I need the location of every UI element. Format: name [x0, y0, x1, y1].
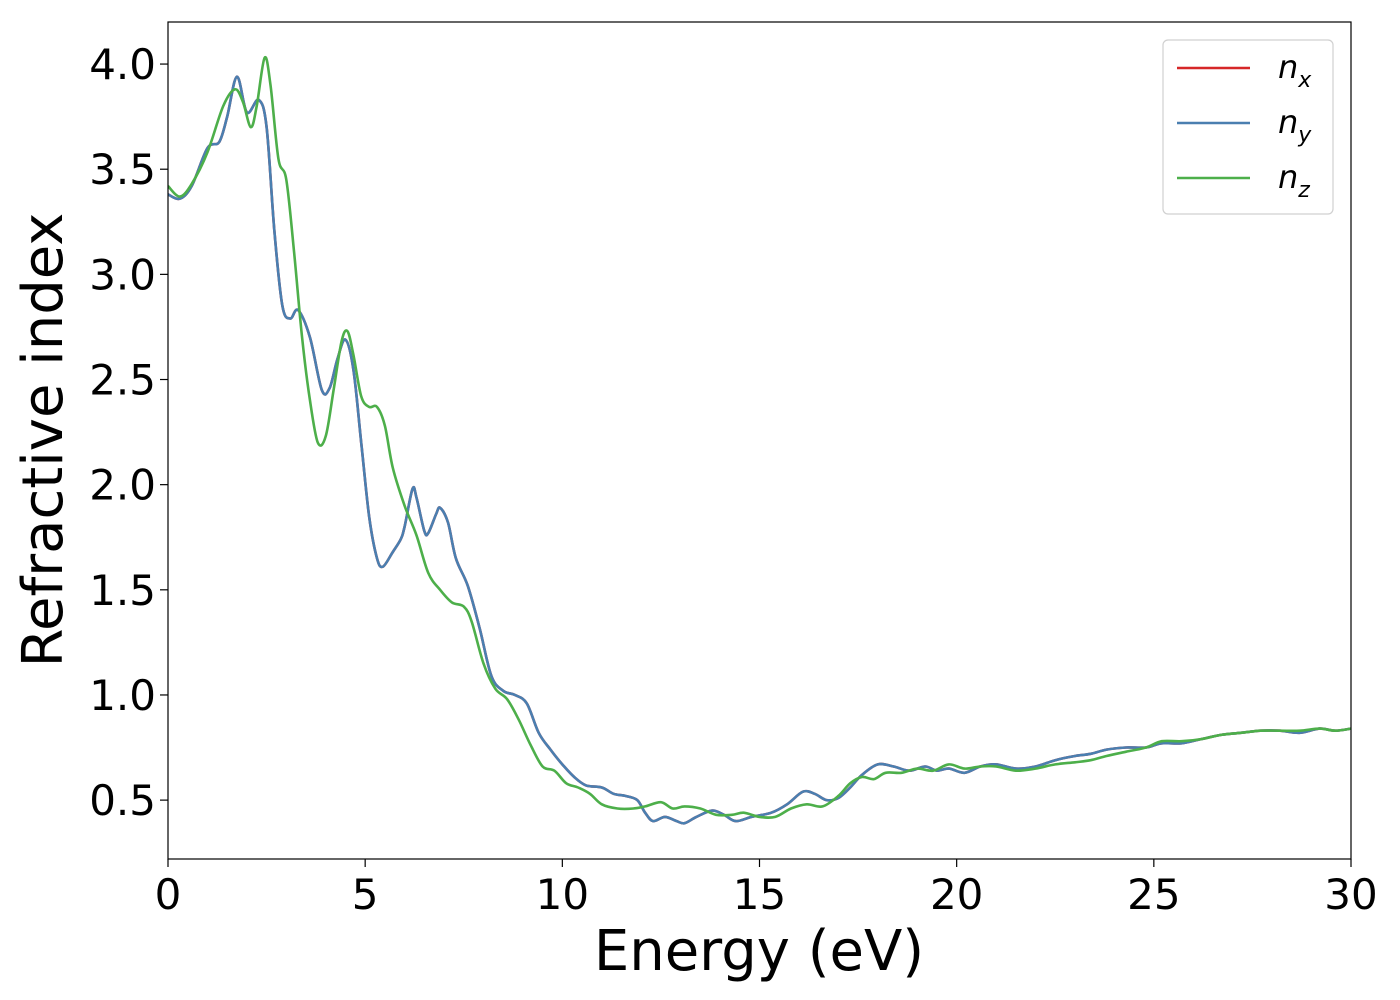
- legend-label-subscript: x: [1297, 68, 1312, 93]
- x-axis-ticks: 0 5 10 15 20 25 30: [155, 859, 1378, 919]
- y-axis-ticks: 0.5 1.0 1.5 2.0 2.5 3.0 3.5 4.0: [89, 40, 168, 825]
- x-tick-label: 10: [536, 870, 589, 919]
- x-tick-label: 30: [1324, 870, 1377, 919]
- y-tick-label: 4.0: [89, 40, 156, 89]
- y-axis-label: Refractive index: [11, 213, 76, 668]
- y-tick-label: 1.0: [89, 671, 156, 720]
- series-line-z: [168, 55, 1351, 819]
- x-tick-label: 20: [930, 870, 983, 919]
- legend-label-y: ny: [1278, 103, 1312, 148]
- legend-label-subscript: z: [1297, 178, 1310, 203]
- legend-label-main: n: [1278, 158, 1298, 196]
- legend-label-x: nx: [1278, 48, 1312, 93]
- y-tick-label: 3.5: [89, 145, 156, 194]
- x-axis-label: Energy (eV): [594, 919, 924, 984]
- y-tick-label: 2.0: [89, 461, 156, 510]
- series-line-y: [168, 75, 1351, 825]
- y-tick-label: 0.5: [89, 776, 156, 825]
- x-tick-label: 15: [733, 870, 786, 919]
- y-tick-label: 3.0: [89, 250, 156, 299]
- legend-label-subscript: y: [1297, 123, 1312, 148]
- legend-label-main: n: [1278, 48, 1298, 86]
- x-tick-label: 25: [1127, 870, 1180, 919]
- y-tick-label: 2.5: [89, 356, 156, 405]
- x-tick-label: 0: [155, 870, 182, 919]
- legend-label-main: n: [1278, 103, 1298, 141]
- series-layer: [168, 55, 1351, 825]
- y-tick-label: 1.5: [89, 566, 156, 615]
- x-tick-label: 5: [352, 870, 379, 919]
- legend-label-z: nz: [1278, 158, 1310, 203]
- legend-box: [1162, 39, 1334, 215]
